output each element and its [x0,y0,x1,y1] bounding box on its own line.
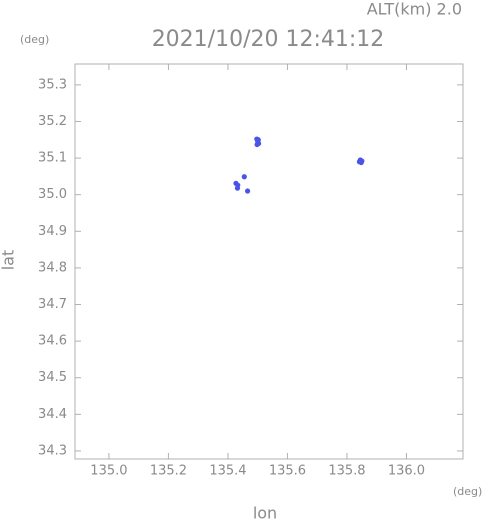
y-tick-label: 34.4 [38,407,67,422]
plot-frame [74,63,464,460]
y-axis-label: lat [0,250,18,271]
y-tick-label: 34.5 [38,370,67,385]
y-tick-label: 34.6 [38,334,67,349]
x-tick-label: 135.4 [209,464,246,479]
chart-title: 2021/10/20 12:41:12 [152,27,385,52]
x-tick-label: 135.8 [328,464,365,479]
y-tick-label: 35.1 [38,151,67,166]
x-tick-label: 135.6 [269,464,306,479]
y-unit: (deg) [20,33,49,46]
x-axis-label: lon [253,504,277,521]
y-tick-label: 34.9 [38,224,67,239]
y-tick-label: 34.3 [38,443,67,458]
y-tick-label: 34.7 [38,297,67,312]
annotation: ALT(km) 2.0 [367,0,462,19]
y-tick-label: 35.2 [38,114,67,129]
point [244,188,251,194]
point [255,137,261,143]
y-tick-label: 34.8 [38,260,67,275]
point [254,141,260,148]
point [241,174,247,180]
y-tick-label: 35.0 [38,187,67,202]
point [234,185,241,191]
point [358,159,364,166]
x-tick-label: 135.0 [90,464,127,479]
x-unit: (deg) [453,485,482,498]
y-tick-label: 35.3 [38,77,67,92]
x-tick-label: 136.0 [388,464,425,479]
x-tick-label: 135.2 [150,464,187,479]
